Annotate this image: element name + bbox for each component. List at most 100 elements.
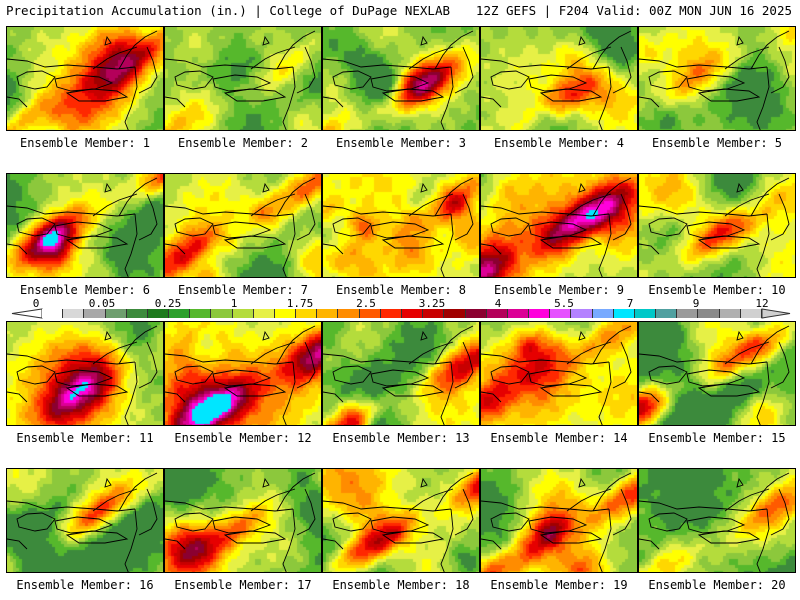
boundary-line — [65, 88, 129, 102]
boundary-line — [381, 235, 445, 249]
colorbar-tick-label: 12 — [755, 297, 769, 310]
map-boundaries — [7, 472, 158, 572]
boundary-line — [381, 88, 445, 102]
boundary-line — [250, 488, 296, 512]
boundary-line — [612, 46, 632, 94]
boundary-line — [276, 325, 316, 365]
boundary-line — [490, 70, 530, 90]
boundary-line — [282, 361, 296, 425]
boundary-line — [296, 193, 316, 241]
boundary-line — [296, 488, 316, 536]
colorbar-swatch — [592, 309, 614, 318]
precip-field — [165, 174, 321, 277]
ensemble-member-label: Ensemble Member: 5 — [651, 136, 783, 150]
boundary-line — [370, 369, 430, 387]
boundary-line — [566, 341, 612, 365]
boundary-line — [686, 369, 746, 387]
boundary-line — [598, 361, 612, 425]
boundary-line — [165, 391, 186, 403]
colorbar-swatch — [507, 309, 530, 318]
precip-field — [165, 322, 321, 425]
boundary-line — [323, 538, 344, 550]
boundary-line — [697, 235, 761, 249]
boundary-line — [332, 217, 372, 237]
boundary-line — [165, 96, 186, 108]
ensemble-member-label: Ensemble Member: 9 — [493, 283, 625, 297]
boundary-line — [454, 193, 474, 241]
boundary-line — [165, 538, 186, 550]
map-boundaries — [481, 30, 632, 130]
boundary-line — [104, 477, 112, 488]
precip-field — [639, 322, 795, 425]
boundary-line — [16, 70, 56, 90]
boundary-line — [639, 243, 660, 255]
colorbar-swatch — [253, 309, 275, 318]
map-boundaries — [323, 472, 474, 572]
boundary-line — [124, 361, 138, 425]
colorbar-arrows — [11, 308, 791, 319]
boundary-line — [212, 516, 272, 534]
boundary-line — [165, 205, 294, 217]
boundary-line — [454, 46, 474, 94]
colorbar-swatch — [169, 309, 191, 318]
colorbar-swatch — [656, 309, 678, 318]
boundary-line — [756, 361, 770, 425]
boundary-line — [250, 193, 296, 217]
boundary-line — [434, 472, 474, 512]
boundary-line — [54, 516, 114, 534]
boundary-line — [7, 500, 136, 512]
colorbar-swatch — [423, 309, 445, 318]
boundary-line — [539, 383, 603, 397]
model-run-info: 12Z GEFS | F204 Valid: 00Z MON JUN 16 20… — [475, 3, 792, 18]
map-boundaries — [165, 472, 316, 572]
ensemble-member-map — [638, 26, 796, 131]
boundary-line — [454, 341, 474, 389]
boundary-line — [481, 391, 502, 403]
boundary-line — [750, 472, 790, 512]
boundary-line — [566, 488, 612, 512]
boundary-line — [276, 30, 316, 70]
colorbar-tick-label: 5.5 — [554, 297, 574, 310]
colorbar-swatch — [317, 309, 339, 318]
boundary-line — [323, 96, 344, 108]
boundary-line — [165, 58, 294, 70]
colorbar-swatch — [211, 309, 233, 318]
boundary-line — [276, 472, 316, 512]
boundary-line — [724, 488, 770, 512]
colorbar-tick-label: 3.25 — [418, 297, 446, 310]
boundary-line — [648, 70, 688, 90]
boundary-line — [490, 365, 530, 385]
colorbar-swatch — [338, 309, 360, 318]
boundary-line — [612, 193, 632, 241]
boundary-line — [639, 353, 768, 365]
ensemble-member-label: Ensemble Member: 13 — [332, 431, 470, 445]
boundary-line — [296, 46, 316, 94]
ensemble-member-label: Ensemble Member: 1 — [19, 136, 151, 150]
boundary-line — [7, 538, 28, 550]
ensemble-member-map — [322, 321, 480, 426]
colorbar-swatch — [274, 309, 297, 318]
ensemble-member-map — [6, 468, 164, 573]
boundary-line — [697, 88, 761, 102]
boundary-line — [756, 213, 770, 277]
boundary-line — [736, 330, 744, 341]
boundary-line — [165, 500, 294, 512]
boundary-line — [223, 530, 287, 544]
ensemble-member-map — [480, 173, 638, 278]
map-boundaries — [165, 325, 316, 425]
boundary-line — [174, 217, 214, 237]
boundary-line — [481, 96, 502, 108]
map-boundaries — [481, 177, 632, 277]
boundary-line — [724, 193, 770, 217]
boundary-line — [118, 325, 158, 365]
boundary-line — [648, 512, 688, 532]
boundary-line — [639, 58, 768, 70]
ensemble-member-label: Ensemble Member: 14 — [490, 431, 628, 445]
boundary-line — [578, 182, 586, 193]
ensemble-member-map — [480, 321, 638, 426]
ensemble-member-map — [638, 321, 796, 426]
boundary-line — [381, 383, 445, 397]
ensemble-member-map — [322, 173, 480, 278]
boundary-line — [165, 243, 186, 255]
boundary-line — [481, 500, 610, 512]
